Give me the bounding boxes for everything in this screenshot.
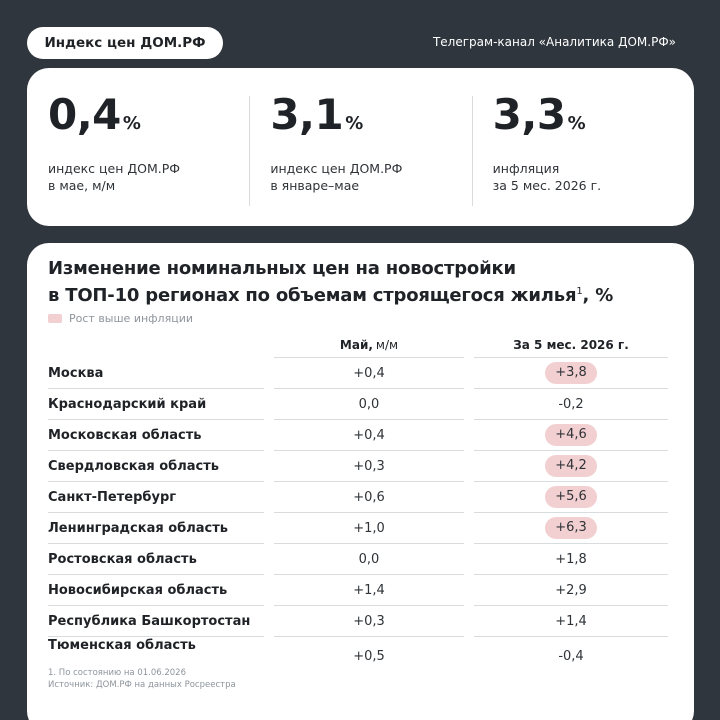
legend-label: Рост выше инфляции (69, 312, 193, 325)
stat-unit: % (122, 113, 141, 134)
ytd-change-cell: +1,8 (474, 544, 668, 575)
ytd-change-cell: -0,2 (474, 389, 668, 420)
ytd-change: -0,4 (558, 649, 584, 664)
table-row: Ростовская область 0,0 +1,8 (48, 544, 668, 575)
table-row: Республика Башкортостан +0,3 +1,4 (48, 606, 668, 637)
may-change: 0,0 (274, 389, 464, 420)
footnote-marker: 1 (576, 286, 583, 297)
region-name: Тюменская область (48, 638, 196, 653)
region-name: Свердловская область (48, 451, 264, 482)
column-header-ytd: За 5 мес. 2026 г. (474, 332, 668, 358)
table-body: Москва +0,4 +3,8 Краснодарский край 0,0 -0,2 М… (48, 358, 668, 668)
index-badge: Индекс цен ДОМ.РФ (27, 27, 223, 59)
table-row: Москва +0,4 +3,8 (48, 358, 668, 389)
stat-unit: % (567, 113, 586, 134)
ytd-change: +1,8 (555, 551, 587, 567)
table-row: Санкт-Петербург +0,6 +5,6 (48, 482, 668, 513)
channel-label: Телеграм-канал «Аналитика ДОМ.РФ» (432, 35, 676, 49)
ytd-change-highlighted: +6,3 (545, 517, 597, 539)
ytd-change-highlighted: +4,6 (545, 424, 597, 446)
stat-inflation: 3,3 % инфляция за 5 мес. 2026 г. (471, 68, 694, 226)
stat-unit: % (345, 113, 364, 134)
ytd-change-cell: +4,2 (474, 451, 668, 482)
stat-label: инфляция за 5 мес. 2026 г. (492, 161, 602, 193)
ytd-change: +1,4 (555, 613, 587, 629)
ytd-change-highlighted: +3,8 (545, 362, 597, 384)
may-change: +0,4 (274, 358, 464, 389)
stat-may-index: 0,4 % индекс цен ДОМ.РФ в мае, м/м (27, 68, 249, 226)
may-change: +0,6 (274, 482, 464, 513)
ytd-change-cell: +6,3 (474, 513, 668, 544)
table-row: Свердловская область +0,3 +4,2 (48, 451, 668, 482)
stat-ytd-index: 3,1 % индекс цен ДОМ.РФ в январе–мае (249, 68, 471, 226)
ytd-change-cell: -0,4 (474, 637, 668, 668)
table-row: Краснодарский край 0,0 -0,2 (48, 389, 668, 420)
column-header-may: Май, м/м (274, 332, 464, 358)
stats-card: 0,4 % индекс цен ДОМ.РФ в мае, м/м 3,1 %… (27, 68, 694, 226)
ytd-change: +2,9 (555, 582, 587, 598)
region-name: Республика Башкортостан (48, 606, 264, 637)
stat-value: 0,4 (48, 90, 121, 139)
may-change: +1,0 (274, 513, 464, 544)
may-change: 0,0 (274, 544, 464, 575)
legend-swatch (48, 314, 62, 323)
ytd-change-cell: +3,8 (474, 358, 668, 389)
region-name: Ростовская область (48, 544, 264, 575)
may-change: +0,5 (353, 649, 385, 664)
table-row: Московская область +0,4 +4,6 (48, 420, 668, 451)
may-change: +1,4 (274, 575, 464, 606)
may-change: +0,4 (274, 420, 464, 451)
stat-label: индекс цен ДОМ.РФ в мае, м/м (48, 161, 181, 193)
footnote: 1. По состоянию на 01.06.2026 Источник: … (48, 668, 236, 690)
stat-value: 3,1 (270, 90, 344, 139)
region-name: Ленинградская область (48, 513, 264, 544)
region-name: Новосибирская область (48, 575, 264, 606)
region-name: Московская область (48, 420, 264, 451)
table-row: Тюменская область +0,5 -0,4 (48, 637, 668, 668)
stat-label: индекс цен ДОМ.РФ в январе–мае (270, 161, 403, 193)
region-name: Краснодарский край (48, 389, 264, 420)
table-title: Изменение номинальных цен на новостройки… (48, 258, 614, 306)
may-change: +0,3 (274, 606, 464, 637)
ytd-change-highlighted: +4,2 (545, 455, 597, 477)
ytd-change-cell: +2,9 (474, 575, 668, 606)
region-name: Санкт-Петербург (48, 482, 264, 513)
ytd-change-cell: +1,4 (474, 606, 668, 637)
table-row: Новосибирская область +1,4 +2,9 (48, 575, 668, 606)
stat-value: 3,3 (492, 90, 566, 139)
ytd-change-highlighted: +5,6 (545, 486, 597, 508)
region-name: Москва (48, 358, 264, 389)
legend: Рост выше инфляции (48, 312, 193, 325)
table-row: Ленинградская область +1,0 +6,3 (48, 513, 668, 544)
may-change: +0,3 (274, 451, 464, 482)
index-badge-label: Индекс цен ДОМ.РФ (44, 35, 206, 51)
ytd-change-cell: +4,6 (474, 420, 668, 451)
ytd-change: -0,2 (558, 396, 584, 412)
ytd-change-cell: +5,6 (474, 482, 668, 513)
price-table-card: Изменение номинальных цен на новостройки… (27, 243, 694, 720)
